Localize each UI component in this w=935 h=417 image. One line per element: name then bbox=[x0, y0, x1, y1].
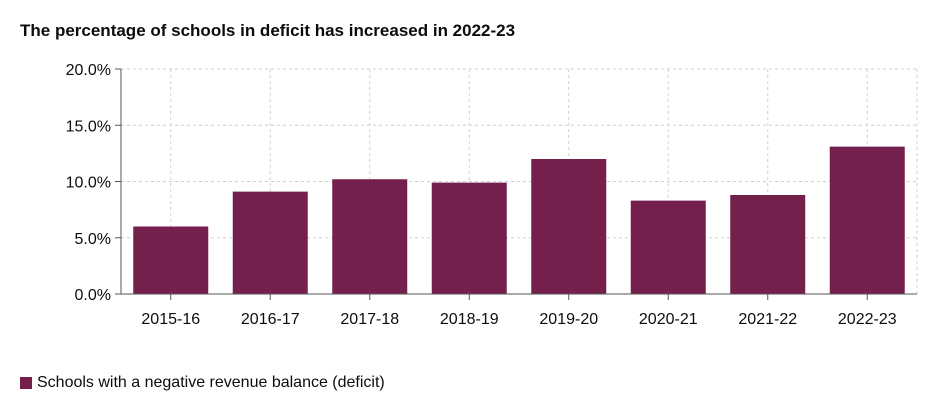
bars bbox=[133, 146, 905, 294]
x-tick-label: 2018-19 bbox=[440, 311, 499, 328]
x-tick-label: 2019-20 bbox=[539, 311, 598, 328]
bar bbox=[232, 191, 308, 294]
x-tick-label: 2022-23 bbox=[838, 311, 897, 328]
legend-label: Schools with a negative revenue balance … bbox=[37, 374, 385, 391]
x-tick-label: 2021-22 bbox=[738, 311, 797, 328]
bar bbox=[133, 226, 209, 294]
x-tick-label: 2015-16 bbox=[141, 311, 200, 328]
bar bbox=[531, 159, 607, 294]
legend: Schools with a negative revenue balance … bbox=[20, 374, 385, 392]
y-tick-label: 20.0% bbox=[66, 62, 111, 79]
y-tick-label: 15.0% bbox=[66, 118, 111, 135]
chart-title: The percentage of schools in deficit has… bbox=[20, 21, 516, 40]
bar bbox=[431, 182, 507, 294]
bar bbox=[630, 200, 706, 294]
bar bbox=[730, 195, 806, 294]
bar bbox=[829, 146, 905, 294]
x-tick-labels: 2015-16 2016-17 2017-18 2018-19 2019-20 2020-… bbox=[141, 311, 896, 328]
legend-swatch bbox=[20, 377, 32, 389]
axes bbox=[115, 68, 917, 300]
x-tick-label: 2020-21 bbox=[639, 311, 698, 328]
y-tick-label: 5.0% bbox=[75, 231, 111, 248]
y-tick-labels: 0.0% 5.0% 10.0% 15.0% 20.0% bbox=[66, 62, 111, 304]
x-tick-label: 2016-17 bbox=[241, 311, 300, 328]
bar-chart: 0.0%5.0%10.0%15.0%20.0% 2015-16 2016-17 20… bbox=[66, 62, 918, 328]
bar bbox=[332, 179, 408, 294]
y-tick-label: 10.0% bbox=[66, 175, 111, 192]
x-tick-label: 2017-18 bbox=[340, 311, 399, 328]
y-tick-label: 0.0% bbox=[75, 287, 111, 304]
